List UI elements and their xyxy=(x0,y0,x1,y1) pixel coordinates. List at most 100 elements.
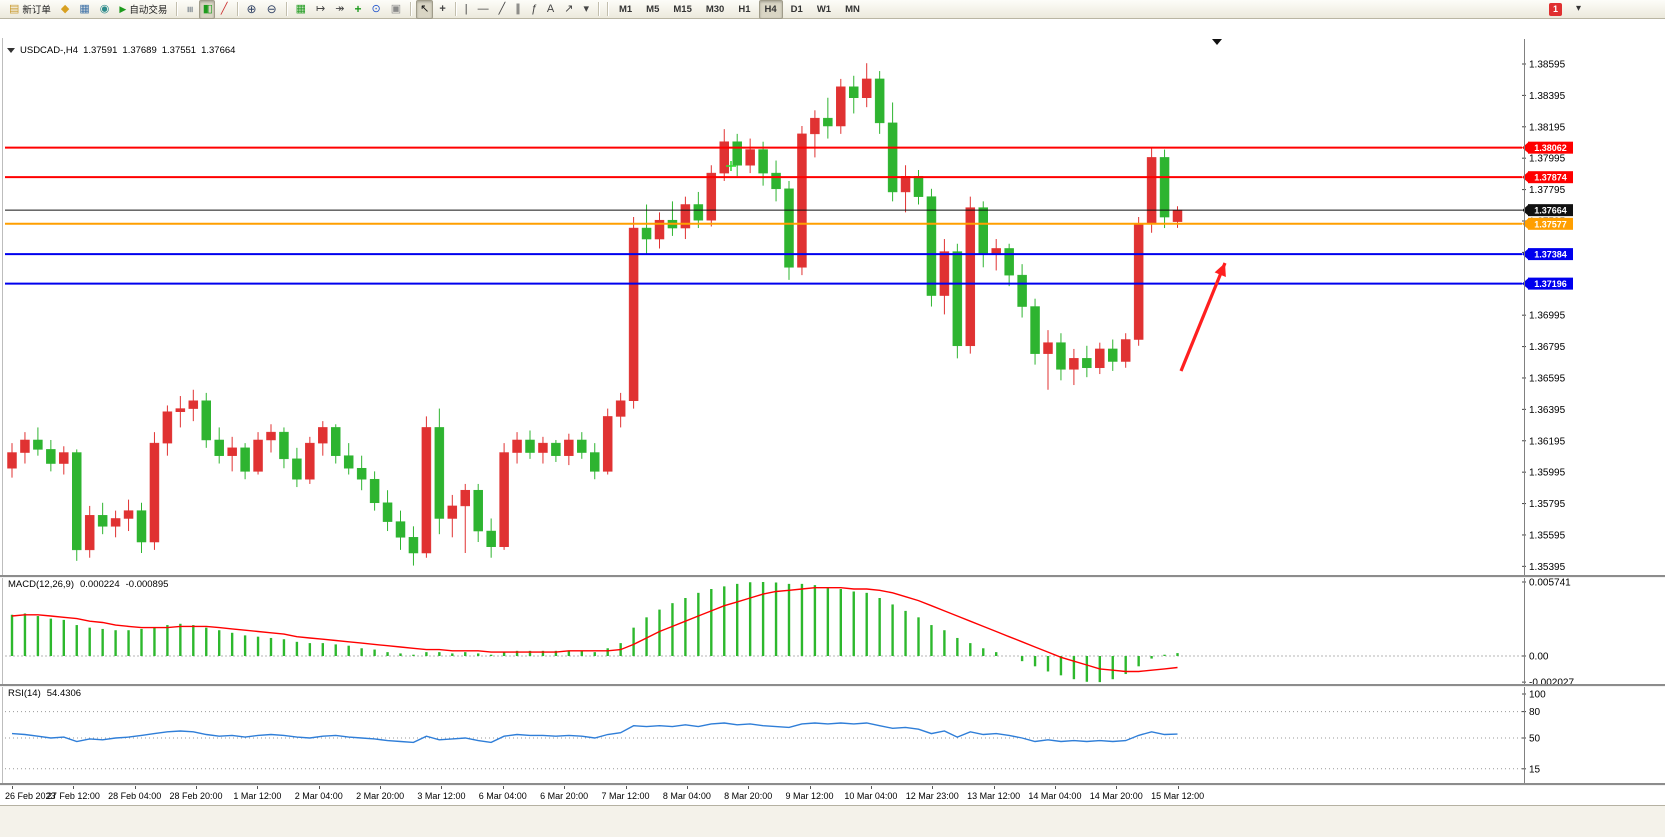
time-tick xyxy=(993,785,995,789)
price-tick-label: 1.36195 xyxy=(1529,436,1566,447)
templates-button[interactable]: ▣ xyxy=(387,0,405,19)
chart-close: 1.37664 xyxy=(201,45,236,56)
svg-text:1.37874: 1.37874 xyxy=(1534,173,1567,183)
time-label: 26 Feb 2023 xyxy=(5,791,56,801)
horizontal-line-button[interactable]: — xyxy=(474,0,493,19)
candle xyxy=(1004,248,1014,276)
arrow-annotation[interactable] xyxy=(1179,262,1227,372)
macd-panel[interactable]: 0.005741 0.00 -0.002027 xyxy=(0,577,1665,684)
periods-button[interactable]: ⊙ xyxy=(367,0,384,19)
rsi-panel[interactable]: 100 80 50 15 xyxy=(0,686,1665,783)
candle xyxy=(162,411,173,444)
candlestick-icon: ▮▯ xyxy=(202,2,213,15)
candle xyxy=(473,489,483,532)
candle xyxy=(1159,157,1170,218)
auto-trading-button[interactable]: ▶ 自动交易 xyxy=(115,0,171,19)
candle xyxy=(382,502,393,522)
time-tick xyxy=(932,785,934,789)
quotes-icon: ◆ xyxy=(60,2,70,15)
candle xyxy=(331,427,341,456)
time-label: 27 Feb 12:00 xyxy=(46,791,100,801)
chart-window: USDCAD-,H4 1.37591 1.37689 1.37551 1.376… xyxy=(0,19,1665,837)
macd-label: MACD(12,26,9) 0.000224 -0.000895 xyxy=(8,579,168,590)
collapse-icon[interactable] xyxy=(7,48,15,53)
panel-separator[interactable] xyxy=(0,783,1665,786)
timeframe-m30-button[interactable]: M30 xyxy=(705,3,725,15)
zoom-in-button[interactable]: ⊕ xyxy=(243,0,261,19)
chevron-down-icon[interactable]: ▾ xyxy=(1576,3,1582,14)
new-order-button[interactable]: ▤ 新订单 xyxy=(5,0,55,19)
pivot-line-badge xyxy=(1528,217,1573,230)
candle xyxy=(849,86,859,99)
quotes-button[interactable]: ◆ xyxy=(57,0,73,19)
time-label: 28 Feb 20:00 xyxy=(169,791,223,801)
zoom-out-button[interactable]: ⊖ xyxy=(263,0,281,19)
candle xyxy=(939,251,950,296)
price-chart[interactable]: 1.38595 1.38395 1.38195 1.37995 1.37795 1.375… xyxy=(0,39,1665,575)
candle xyxy=(1056,342,1066,370)
time-label: 9 Mar 12:00 xyxy=(785,791,834,801)
timeframe-h4-button[interactable]: H4 xyxy=(758,0,783,19)
candle xyxy=(771,172,781,190)
crosshair-button[interactable]: + xyxy=(435,0,449,19)
candlestick-chart-button[interactable]: ▮▯ xyxy=(198,0,215,19)
price-tick-label: 1.36995 xyxy=(1529,311,1566,322)
time-tick xyxy=(564,785,566,789)
timeframe-w1-button[interactable]: W1 xyxy=(816,3,832,15)
candle xyxy=(577,439,587,453)
timeframe-m15-button[interactable]: M15 xyxy=(673,3,692,15)
bar-chart-button[interactable]: ≡ xyxy=(182,0,196,19)
price-tick-label: 1.35795 xyxy=(1529,499,1566,510)
candle xyxy=(615,400,626,417)
candle xyxy=(1146,157,1157,224)
macd-name: MACD(12,26,9) xyxy=(8,579,74,590)
clock-icon: ⊙ xyxy=(371,2,381,15)
tile-windows-icon: ▦ xyxy=(295,2,307,15)
chart-shift-button[interactable]: ↦ xyxy=(312,0,329,19)
candle xyxy=(84,515,95,551)
chart-title: USDCAD-,H4 1.37591 1.37689 1.37551 1.376… xyxy=(7,45,235,56)
candles-layer[interactable] xyxy=(7,63,1183,566)
fibonacci-button[interactable]: ƒ xyxy=(527,0,541,19)
text-button[interactable]: A xyxy=(543,0,558,19)
candle xyxy=(1095,348,1105,369)
candle xyxy=(680,204,691,229)
candle xyxy=(564,439,574,456)
toolbar-separator xyxy=(285,2,287,16)
support-button[interactable]: ◉ xyxy=(96,0,114,19)
time-tick xyxy=(441,785,443,789)
charts-icon: ▦ xyxy=(79,2,90,15)
vertical-line-button[interactable]: | xyxy=(461,0,472,19)
candle xyxy=(1043,342,1053,354)
timeframe-m5-button[interactable]: M5 xyxy=(646,3,660,15)
trendline-button[interactable]: ╱ xyxy=(495,0,510,19)
channel-button[interactable]: ∥ xyxy=(511,0,525,19)
auto-trading-button-label: 自动交易 xyxy=(129,5,168,16)
timeframe-mn-button[interactable]: MN xyxy=(845,3,860,15)
tile-windows-button[interactable]: ▦ xyxy=(292,0,310,19)
resistance-line-2-badge xyxy=(1528,171,1573,184)
candle xyxy=(421,427,432,554)
shapes-dropdown-button[interactable]: ▾ xyxy=(579,0,593,19)
auto-scroll-button[interactable]: ↠ xyxy=(331,0,348,19)
charts-window-button[interactable]: ▦ xyxy=(75,0,93,19)
template-icon: ▣ xyxy=(390,2,402,15)
timeframe-h1-button[interactable]: H1 xyxy=(738,3,751,15)
timeframe-d1-button[interactable]: D1 xyxy=(790,3,803,15)
add-indicator-button[interactable]: + xyxy=(350,0,365,19)
candle xyxy=(693,204,704,221)
time-label: 12 Mar 23:00 xyxy=(905,791,959,801)
timeframe-m1-button[interactable]: M1 xyxy=(618,3,633,15)
svg-text:1.37384: 1.37384 xyxy=(1534,250,1567,260)
time-tick xyxy=(1116,785,1118,789)
notification-badge[interactable]: 1 xyxy=(1549,3,1562,16)
panel-separator[interactable] xyxy=(0,684,1665,687)
arrows-button[interactable]: ↗ xyxy=(560,0,577,19)
cursor-button[interactable]: ↖ xyxy=(416,0,434,19)
window-border xyxy=(2,38,3,805)
line-chart-button[interactable]: ╱ xyxy=(217,0,232,19)
candle xyxy=(602,416,613,472)
time-axis[interactable]: 26 Feb 2023 27 Feb 12:00 28 Feb 04:00 28 Fe… xyxy=(0,785,1665,805)
panel-separator[interactable] xyxy=(0,575,1665,578)
macd-tick-label: 0.00 xyxy=(1529,652,1549,663)
